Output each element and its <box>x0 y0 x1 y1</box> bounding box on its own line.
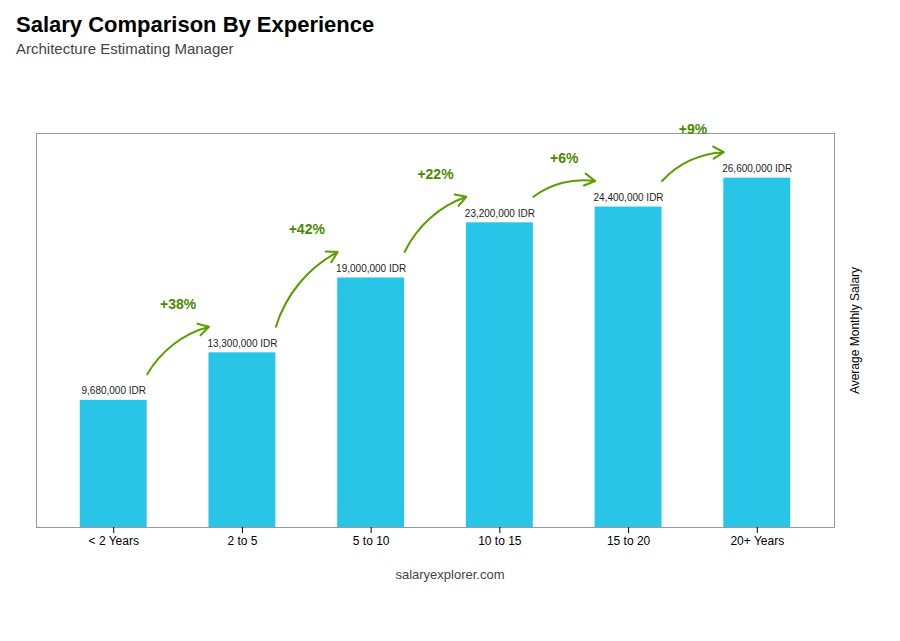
svg-text:5 to 10: 5 to 10 <box>353 534 390 548</box>
svg-text:+22%: +22% <box>417 166 454 182</box>
svg-text:10 to 15: 10 to 15 <box>478 534 522 548</box>
svg-text:9,680,000 IDR: 9,680,000 IDR <box>81 385 145 396</box>
svg-text:20+ Years: 20+ Years <box>730 534 784 548</box>
svg-text:+9%: +9% <box>679 121 708 137</box>
svg-text:15 to 20: 15 to 20 <box>607 534 651 548</box>
html-text:Architecture Estimating Manage: Architecture Estimating Manager <box>16 40 234 57</box>
svg-text:13,300,000 IDR: 13,300,000 IDR <box>207 338 277 349</box>
svg-text:+42%: +42% <box>289 221 326 237</box>
svg-text:< 2 Years: < 2 Years <box>89 534 139 548</box>
svg-text:2 to 5: 2 to 5 <box>227 534 257 548</box>
svg-text:+38%: +38% <box>160 296 197 312</box>
svg-text:19,000,000 IDR: 19,000,000 IDR <box>336 263 406 274</box>
svg-text:Average Monthly Salary: Average Monthly Salary <box>848 267 862 394</box>
html-text:salaryexplorer.com: salaryexplorer.com <box>395 567 505 582</box>
html-text:Salary Comparison By Experienc: Salary Comparison By Experience <box>16 12 375 37</box>
svg-text:26,600,000 IDR: 26,600,000 IDR <box>722 163 792 174</box>
svg-text:24,400,000 IDR: 24,400,000 IDR <box>594 192 664 203</box>
svg-text:23,200,000 IDR: 23,200,000 IDR <box>465 208 535 219</box>
svg-text:+6%: +6% <box>550 150 579 166</box>
